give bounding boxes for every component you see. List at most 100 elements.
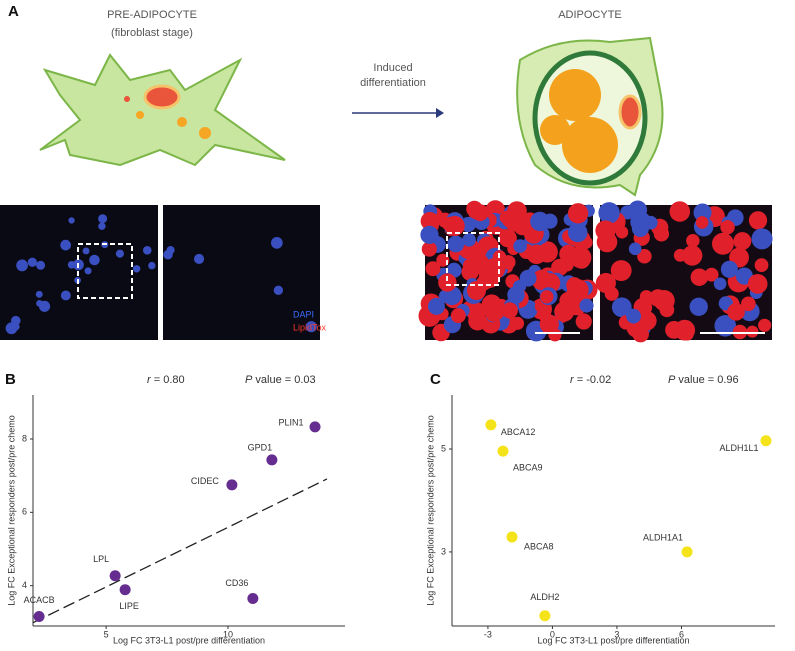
- cell: [531, 269, 552, 291]
- cell: [507, 286, 525, 304]
- cell: [611, 297, 632, 318]
- cell: [733, 232, 752, 251]
- cell: [551, 258, 569, 277]
- cell: [539, 314, 559, 334]
- point-label: LIPE: [119, 601, 139, 611]
- point-label: ABCA12: [501, 427, 536, 437]
- point: [33, 610, 45, 622]
- arrow: [352, 108, 444, 118]
- trend-line: [32, 478, 328, 624]
- y-tick-label: 6: [22, 507, 27, 517]
- cell: [626, 308, 641, 324]
- cell: [485, 305, 502, 322]
- cell: [554, 301, 575, 322]
- stain-legend: DAPI: [293, 309, 314, 319]
- cell: [751, 228, 773, 250]
- x-tick-label: 5: [104, 629, 109, 639]
- cell: [595, 220, 616, 241]
- cell: [610, 260, 632, 282]
- cell: [681, 328, 694, 341]
- point: [681, 546, 693, 558]
- x-tick-label: 0: [550, 629, 555, 639]
- annotation-italic: r: [147, 374, 152, 386]
- cell: [540, 290, 554, 304]
- point-label: ACACB: [24, 595, 55, 605]
- point: [539, 610, 551, 622]
- point: [247, 593, 259, 604]
- cell: [665, 320, 683, 339]
- right-title: ADIPOCYTE: [558, 9, 622, 21]
- x-axis-label: Log FC 3T3-L1 post/pre differentiation: [538, 635, 690, 645]
- x-tick-label: 10: [223, 629, 233, 639]
- cell: [526, 244, 547, 265]
- cell: [741, 296, 756, 312]
- cell: [690, 268, 709, 286]
- cell: [695, 216, 709, 229]
- point-label: CIDEC: [191, 476, 220, 486]
- cell: [16, 259, 28, 272]
- cell: [714, 315, 737, 337]
- annotation-text: = 0.80: [151, 374, 185, 386]
- annotation: r = 0.80: [147, 374, 185, 386]
- adipocyte-illustration: [516, 36, 664, 197]
- cell: [420, 211, 440, 231]
- point: [109, 570, 121, 582]
- microscopy-images: [0, 200, 773, 343]
- cell: [711, 232, 734, 255]
- cell: [567, 279, 589, 301]
- cell: [148, 261, 156, 270]
- cell: [686, 233, 700, 248]
- cell: [67, 261, 76, 269]
- arrow-label: differentiation: [360, 77, 426, 89]
- point-label: ALDH1L1: [719, 443, 758, 453]
- cell: [98, 214, 108, 224]
- point: [506, 531, 518, 543]
- cell: [713, 277, 727, 291]
- micro-image: [163, 205, 320, 340]
- cell: [732, 324, 748, 340]
- left-title: PRE-ADIPOCYTE: [107, 9, 197, 21]
- cell: [567, 222, 588, 243]
- y-tick-label: 3: [441, 546, 446, 556]
- cell: [504, 211, 525, 232]
- cell: [115, 249, 124, 258]
- point-label: ALDH2: [530, 592, 559, 602]
- cell: [693, 203, 712, 222]
- cell: [447, 235, 465, 253]
- annotation: r = -0.02: [570, 374, 611, 386]
- cell: [598, 202, 620, 224]
- cell: [38, 300, 51, 312]
- cell: [567, 203, 589, 224]
- cell: [704, 267, 719, 282]
- cell: [637, 248, 652, 264]
- cell: [438, 289, 453, 304]
- cell: [644, 215, 658, 230]
- cell: [746, 325, 759, 338]
- cell: [35, 290, 43, 298]
- cell: [511, 316, 525, 330]
- cell: [501, 302, 518, 319]
- cell: [579, 298, 594, 313]
- cell: [727, 303, 745, 321]
- point-label: ABCA9: [513, 462, 543, 472]
- panel-label: A: [8, 3, 19, 20]
- point-label: GPD1: [248, 442, 273, 452]
- cell: [720, 219, 735, 235]
- cell: [460, 216, 476, 233]
- point: [226, 479, 238, 491]
- cell: [498, 229, 517, 248]
- cell: [462, 232, 476, 247]
- point: [309, 421, 321, 433]
- cell: [305, 321, 317, 333]
- cell: [438, 273, 457, 292]
- y-tick-label: 5: [441, 443, 446, 453]
- point: [760, 435, 772, 447]
- fibroblast-illustration: [39, 53, 286, 167]
- stain-legend: LipidTox: [293, 322, 327, 332]
- cell: [659, 302, 675, 318]
- cell: [575, 313, 592, 330]
- y-tick-label: 8: [22, 433, 27, 443]
- zoom-box: [77, 243, 133, 299]
- point-label: LPL: [93, 554, 109, 564]
